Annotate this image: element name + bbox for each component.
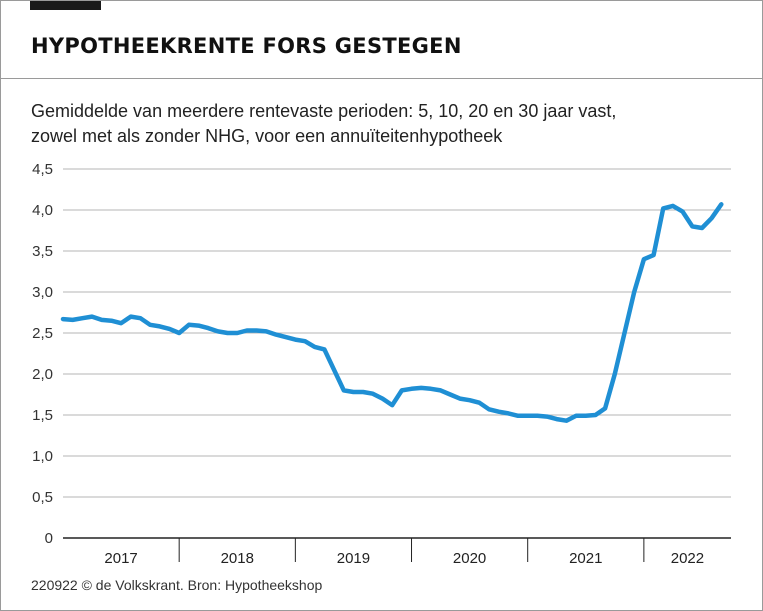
- chart-title: HYPOTHEEKRENTE FORS GESTEGEN: [31, 34, 462, 58]
- x-tick-label-2019: 2019: [337, 550, 370, 567]
- y-tick-label-3: 1,5: [32, 407, 53, 424]
- y-axis-ticks: 0 0,5 1,0 1,5 2,0 2,5 3,0 3,5 4,0 4,5: [32, 161, 53, 547]
- y-tick-label-2: 1,0: [32, 448, 53, 465]
- x-tick-label-2017: 2017: [104, 550, 137, 567]
- series-line-0: [60, 202, 724, 423]
- gridlines: [63, 168, 731, 498]
- chart-subtitle: Gemiddelde van meerdere rentevaste perio…: [31, 99, 731, 149]
- y-tick-label-1: 0,5: [32, 489, 53, 506]
- y-tick-label-4: 2,0: [32, 366, 53, 383]
- subtitle-line-1: Gemiddelde van meerdere rentevaste perio…: [31, 101, 617, 121]
- y-tick-label-0: 0: [45, 530, 53, 547]
- x-tick-label-2021: 2021: [569, 550, 602, 567]
- y-tick-label-8: 4,0: [32, 202, 53, 219]
- y-tick-label-5: 2,5: [32, 325, 53, 342]
- x-tick-label-2018: 2018: [221, 550, 254, 567]
- subtitle-line-2: zowel met als zonder NHG, voor een annuï…: [31, 126, 503, 146]
- y-tick-label-6: 3,0: [32, 284, 53, 301]
- x-axis: 2017 2018 2019 2020 2021 2022: [63, 537, 731, 567]
- source-credit: 220922 © de Volkskrant. Bron: Hypotheeks…: [31, 577, 323, 593]
- x-tick-label-2020: 2020: [453, 550, 486, 567]
- y-tick-label-7: 3,5: [32, 243, 53, 260]
- x-tick-label-2022: 2022: [671, 550, 704, 567]
- series-layer: [60, 202, 724, 423]
- title-divider: [1, 78, 762, 79]
- masthead-bar: [30, 1, 101, 10]
- y-tick-label-9: 4,5: [32, 161, 53, 178]
